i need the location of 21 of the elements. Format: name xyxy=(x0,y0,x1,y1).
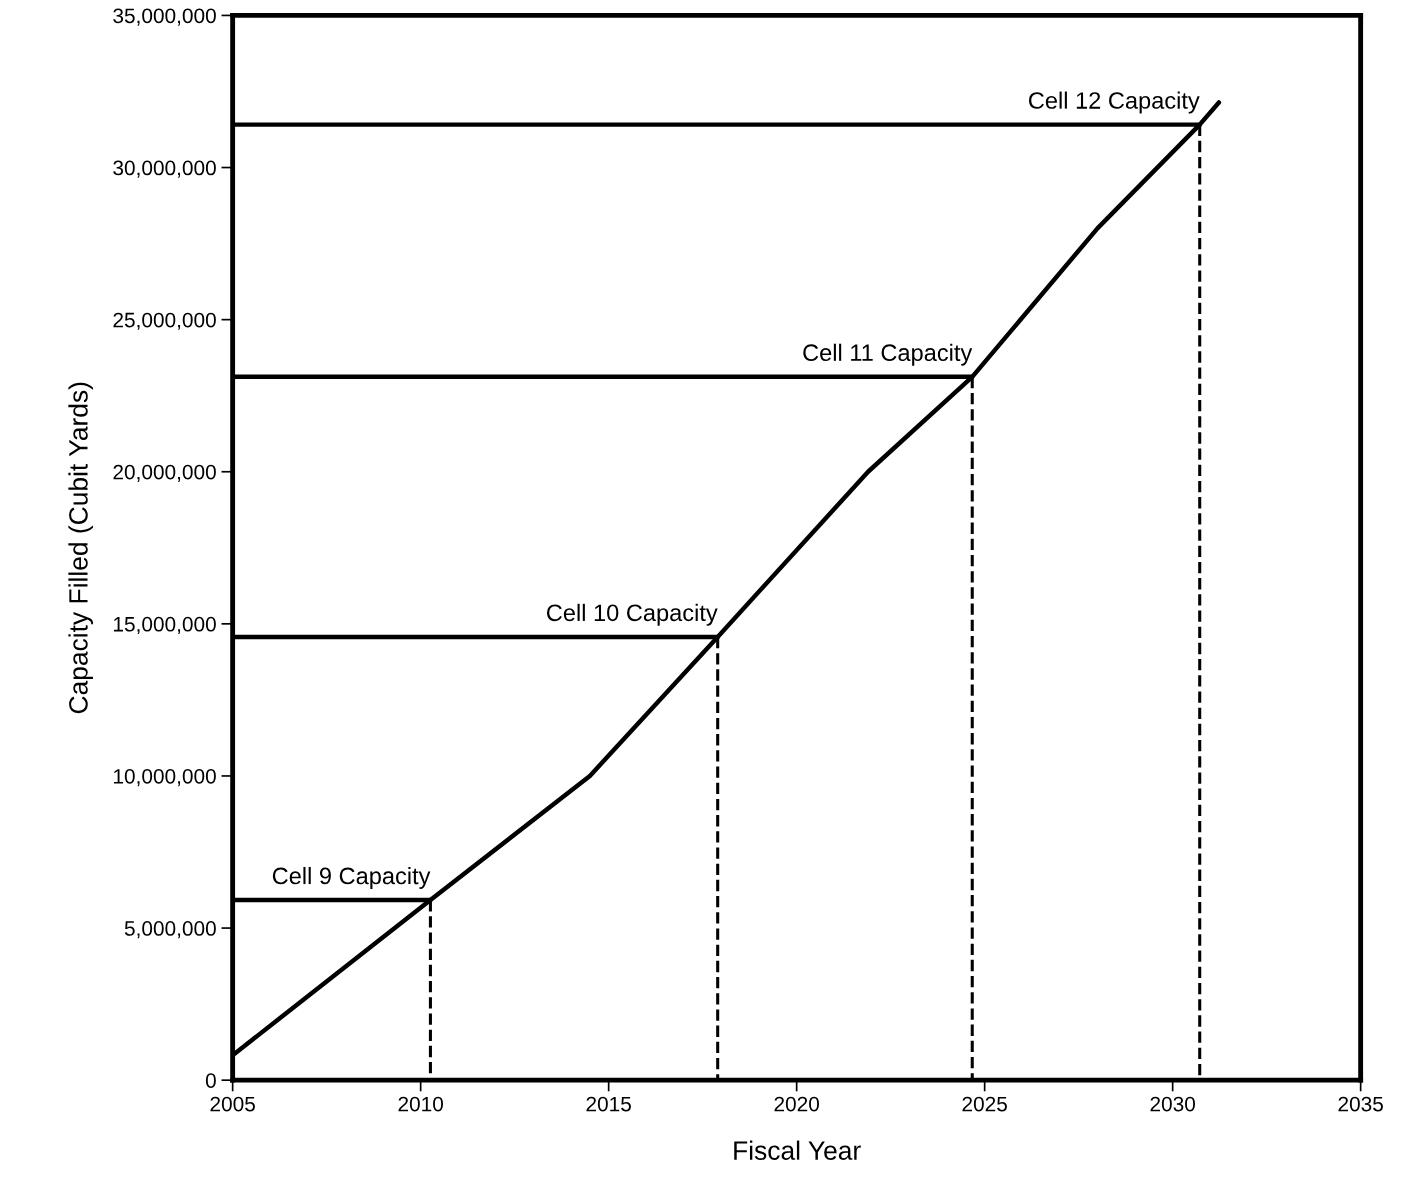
x-tick-label: 2005 xyxy=(210,1096,255,1112)
annotation: Cell 11 Capacity xyxy=(803,343,973,366)
x-tick-label: 2025 xyxy=(962,1096,1007,1112)
y-tick-label: 15,000,000 xyxy=(114,616,216,635)
y-tick-label: 35,000,000 xyxy=(113,8,216,26)
y-tick-label: 25,000,000 xyxy=(113,312,216,330)
y-tick-label: 30,000,000 xyxy=(113,160,216,178)
y-axis-title: Capacity Filled (Cubit Yards) xyxy=(68,382,93,714)
x-tick-label: 2015 xyxy=(586,1096,631,1112)
x-tick-label: 2010 xyxy=(398,1096,444,1112)
y-tick-label: 10,000,000 xyxy=(114,768,216,787)
annotation: Cell 10 Capacity xyxy=(546,603,718,626)
x-axis-title: Fiscal Year xyxy=(734,1140,861,1160)
annotation: Cell 12 Capacity xyxy=(1029,91,1200,114)
x-tick-label: 2020 xyxy=(774,1096,820,1112)
y-tick-label: 5,000,000 xyxy=(124,921,216,939)
y-tick-label: 0 xyxy=(205,1073,216,1088)
y-tick-label: 20,000,000 xyxy=(113,464,216,482)
annotation: Cell 9 Capacity xyxy=(272,866,431,889)
x-tick-label: 2035 xyxy=(1338,1096,1383,1112)
x-tick-label: 2030 xyxy=(1150,1096,1196,1112)
